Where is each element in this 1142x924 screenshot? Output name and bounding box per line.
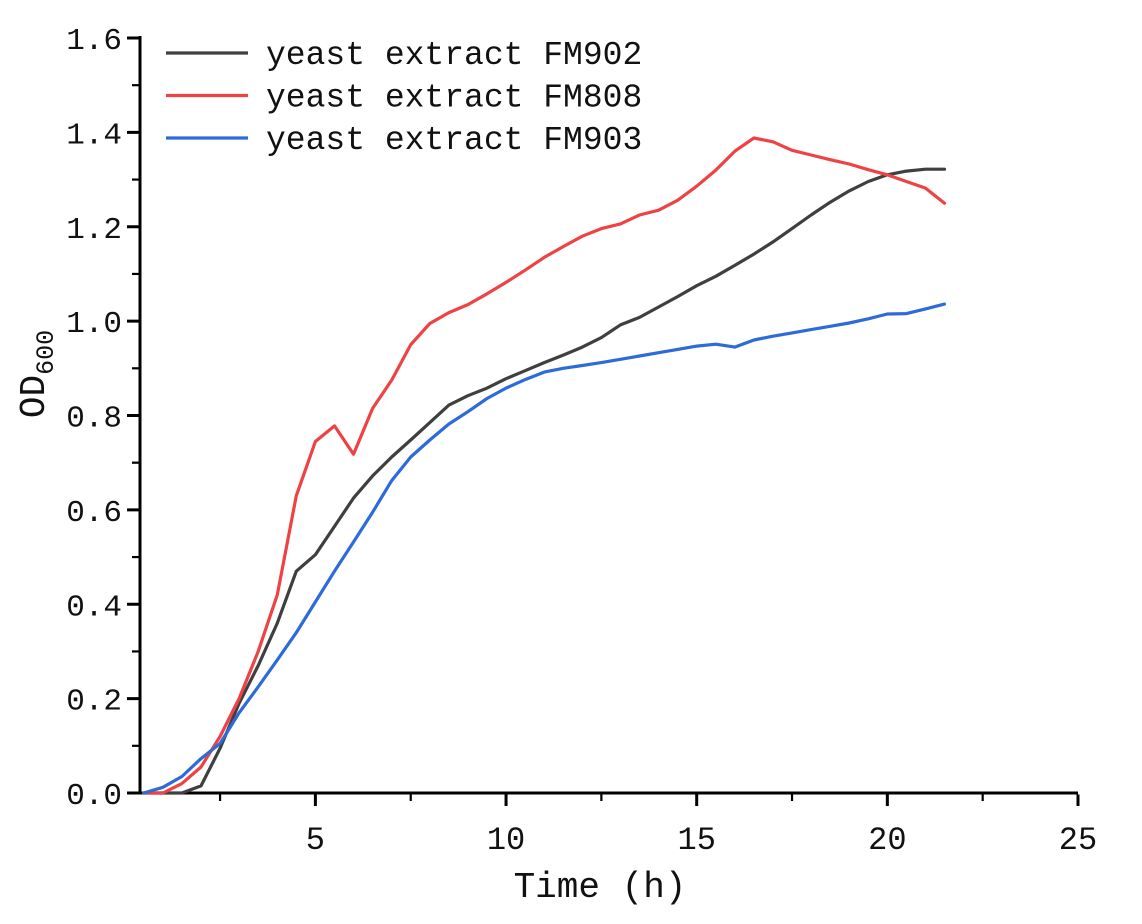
- x-axis-title: Time (h): [514, 867, 687, 908]
- x-tick-label: 20: [868, 822, 906, 859]
- legend-label-fm808: yeast extract FM808: [266, 80, 642, 117]
- x-tick-label: 25: [1059, 822, 1097, 859]
- series-line-fm903: [142, 302, 947, 795]
- y-tick-label: 0.8: [66, 402, 122, 437]
- series-line-fm808: [142, 136, 947, 795]
- axis-spines: [138, 36, 1078, 795]
- legend-label-fm902: yeast extract FM902: [266, 37, 642, 74]
- y-tick-label: 1.4: [66, 118, 122, 153]
- y-axis-title-main: OD: [14, 375, 55, 418]
- axes: [127, 36, 1080, 806]
- y-tick-label: 0.6: [66, 496, 122, 531]
- y-tick-label: 1.0: [66, 307, 122, 342]
- y-axis-title-subscript: 600: [32, 330, 61, 375]
- y-tick-label: 0.2: [66, 685, 122, 720]
- x-tick-label: 10: [487, 822, 525, 859]
- legend-label-fm903: yeast extract FM903: [266, 122, 642, 159]
- legend: yeast extract FM902 yeast extract FM808 ye…: [166, 37, 642, 159]
- y-tick-label: 0.4: [66, 590, 122, 625]
- x-tick-label: 15: [677, 822, 715, 859]
- tick-labels: 0.0 0.2 0.4 0.6 0.8 1.0 1.2 1.4 1.6 5 10 15 20 25: [66, 24, 1097, 859]
- series-lines: [142, 136, 947, 795]
- series-line-fm902: [142, 167, 947, 795]
- y-tick-label: 1.2: [66, 213, 122, 248]
- y-tick-label: 1.6: [66, 24, 122, 59]
- y-axis-title: OD600: [14, 330, 61, 418]
- x-tick-label: 5: [306, 822, 325, 859]
- y-tick-label: 0.0: [66, 779, 122, 814]
